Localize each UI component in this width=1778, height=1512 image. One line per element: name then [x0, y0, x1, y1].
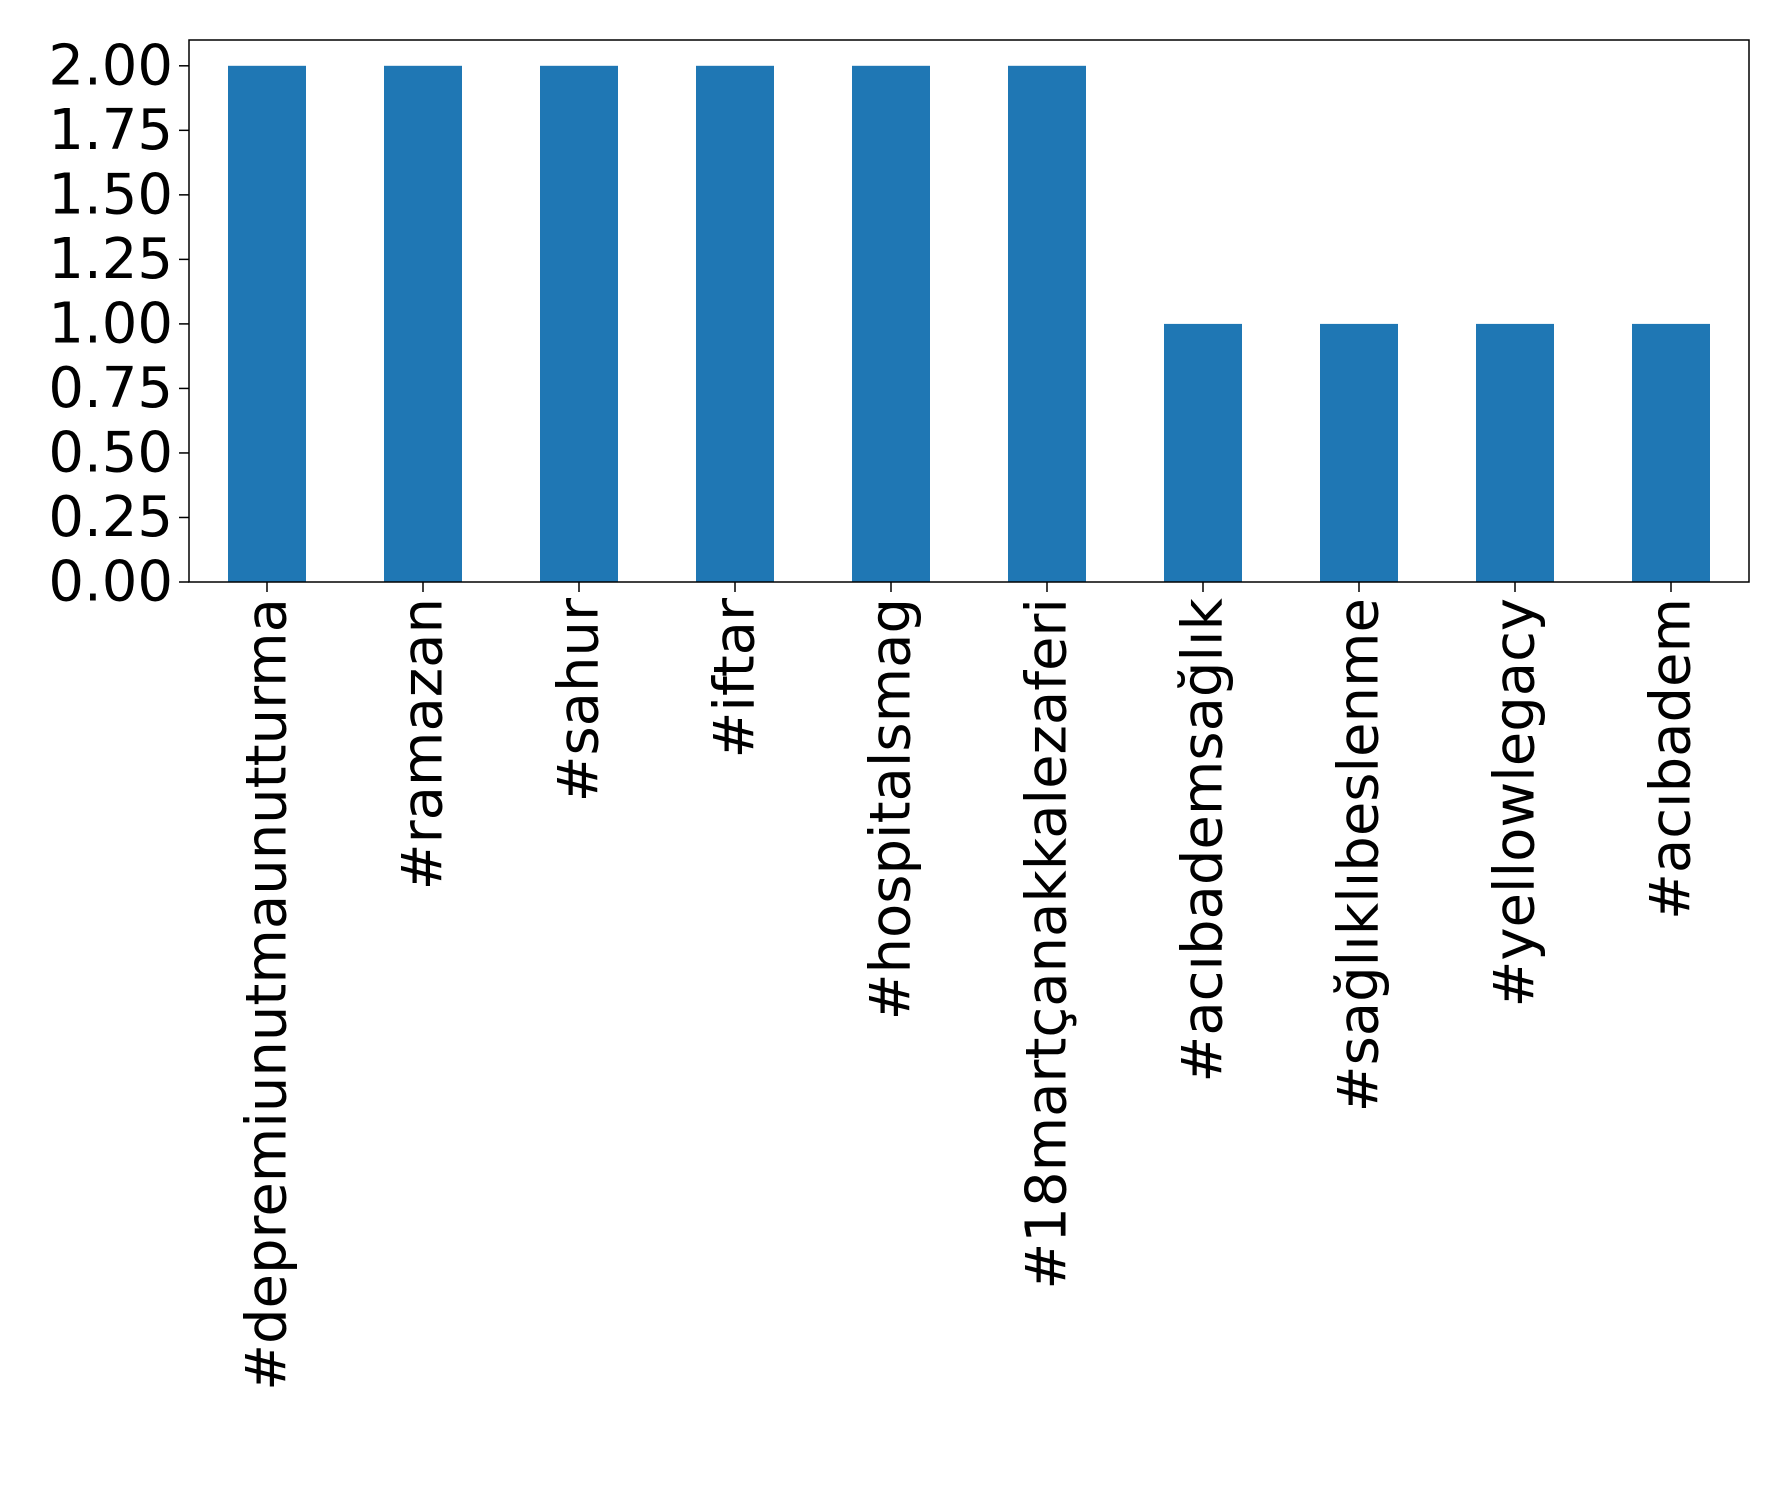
bar	[540, 65, 618, 582]
x-tick-label: #acıbadem	[1639, 598, 1704, 920]
x-tick-label: #ramazan	[391, 598, 456, 890]
y-tick-label: 1.75	[48, 98, 173, 163]
bar	[1164, 323, 1242, 582]
bar	[1632, 323, 1710, 582]
bar	[696, 65, 774, 582]
bar	[1320, 323, 1398, 582]
x-tick-label: #iftar	[703, 597, 768, 758]
bar	[228, 65, 306, 582]
x-tick-label: #hospitalsmag	[859, 598, 924, 1020]
x-axis: #depremiunutmaunutturma #ramazan #sahur #if…	[235, 582, 1704, 1391]
y-tick-label: 1.00	[48, 291, 173, 356]
y-axis: 0.000.250.500.751.001.251.501.752.00	[48, 33, 189, 615]
x-tick-label: #sağlıklıbeslenme	[1327, 598, 1392, 1112]
x-tick-label: #sahur	[547, 597, 612, 802]
bar	[1476, 323, 1554, 582]
y-tick-label: 2.00	[48, 33, 173, 98]
x-tick-label: #depremiunutmaunutturma	[235, 598, 300, 1391]
x-tick-label: #18martçanakkalezaferi	[1015, 598, 1080, 1290]
x-tick-label: #acıbademsağlık	[1171, 597, 1236, 1082]
x-tick-label: #yellowlegacy	[1483, 598, 1548, 1008]
bar	[852, 65, 930, 582]
bar	[1008, 65, 1086, 582]
bars-layer	[228, 65, 1710, 582]
y-tick-label: 0.75	[48, 356, 173, 421]
y-tick-label: 0.50	[48, 420, 173, 485]
y-tick-label: 0.25	[48, 485, 173, 550]
y-tick-label: 1.25	[48, 227, 173, 292]
y-tick-label: 1.50	[48, 162, 173, 227]
plot-frame	[188, 39, 1750, 583]
bar	[384, 65, 462, 582]
y-tick-label: 0.00	[48, 550, 173, 615]
